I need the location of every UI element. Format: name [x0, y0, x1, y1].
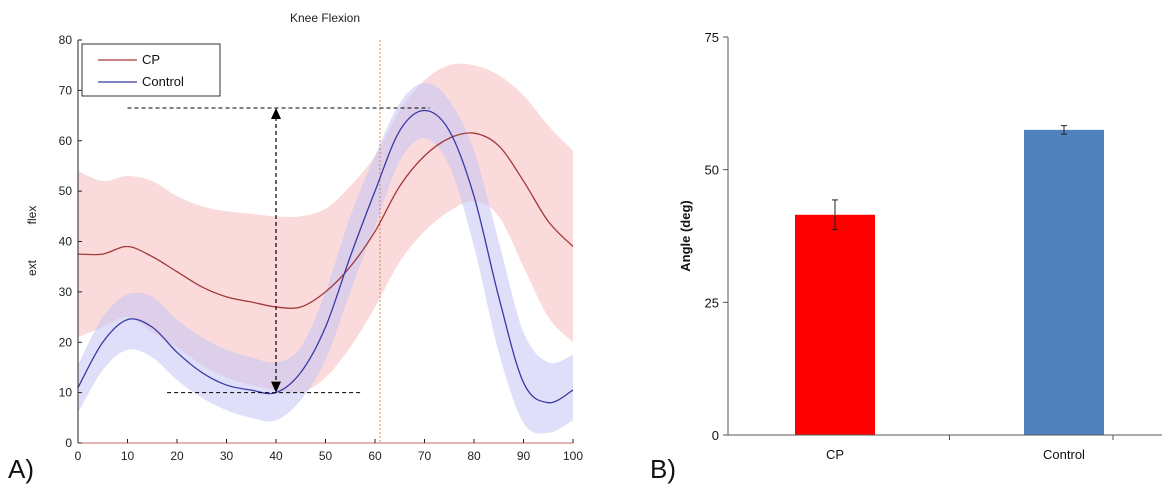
- y-label-flex: flex: [25, 206, 39, 225]
- axes-b: [723, 37, 1162, 436]
- y-tick-label: 0: [65, 436, 72, 450]
- series-line-cp: [77, 132, 574, 309]
- series-lines: [77, 109, 574, 404]
- legend-label-control: Control: [142, 74, 184, 89]
- series-line-control: [77, 109, 574, 404]
- y-tick-label: 20: [59, 335, 73, 349]
- bar-cp: [795, 214, 875, 435]
- y-ticks: 0 10 20 30 40 50 60 70 80: [59, 33, 82, 450]
- category-label: Control: [1043, 447, 1085, 462]
- y-tick-label: 80: [59, 33, 73, 47]
- chart-title: Knee Flexion: [290, 11, 360, 25]
- y-tick-label: 70: [59, 83, 73, 97]
- x-tick-label: 60: [368, 449, 382, 463]
- y-axis-label-group: flex ext: [25, 206, 39, 276]
- y-tick-label: 50: [59, 184, 73, 198]
- y-tick-label: 25: [705, 295, 719, 310]
- panel-label-b: B): [650, 454, 676, 484]
- legend-label-cp: CP: [142, 52, 160, 67]
- y-tick-label: 75: [705, 30, 719, 45]
- legend-box: [81, 43, 221, 97]
- x-tick-label: 10: [121, 449, 135, 463]
- bars: [795, 125, 1104, 435]
- y-tick-label: 0: [712, 428, 719, 443]
- y-tick-label: 50: [705, 163, 719, 178]
- x-tick-label: 40: [269, 449, 283, 463]
- x-tick-label: 20: [170, 449, 184, 463]
- x-ticks: 0 10 20 30 40 50 60 70 80 90 100: [75, 439, 583, 463]
- band-control: [78, 82, 573, 434]
- x-tick-label: 0: [75, 449, 82, 463]
- x-tick-label: 90: [517, 449, 531, 463]
- y-tick-label: 40: [59, 235, 73, 249]
- bar-chart-panel-b: B) Angle (deg) 0 25 50 75 CP Control: [650, 30, 1162, 484]
- x-tick-label: 50: [319, 449, 333, 463]
- bar-control: [1024, 129, 1104, 435]
- category-labels: CP Control: [826, 435, 1114, 462]
- confidence-bands: [78, 63, 573, 434]
- x-tick-label: 80: [467, 449, 481, 463]
- x-tick-label: 70: [418, 449, 432, 463]
- annotation-arrowhead-down: [271, 381, 281, 393]
- category-label: CP: [826, 447, 844, 462]
- range-annotation: [127, 107, 430, 394]
- y-axis-label: Angle (deg): [678, 200, 693, 272]
- y-tick-label: 60: [59, 134, 73, 148]
- legend: CP Control: [81, 43, 221, 97]
- y-tick-label: 30: [59, 285, 73, 299]
- y-label-ext: ext: [25, 259, 39, 276]
- x-tick-label: 100: [563, 449, 583, 463]
- panel-label-a: A): [8, 454, 34, 484]
- annotation-arrowhead-up: [271, 108, 281, 120]
- y-ticks: 0 25 50 75: [705, 30, 728, 443]
- line-chart-panel-a: A) Knee Flexion flex ext 0 10 20 30 40 50 60 70…: [8, 11, 583, 484]
- x-tick-label: 30: [220, 449, 234, 463]
- y-tick-label: 10: [59, 386, 73, 400]
